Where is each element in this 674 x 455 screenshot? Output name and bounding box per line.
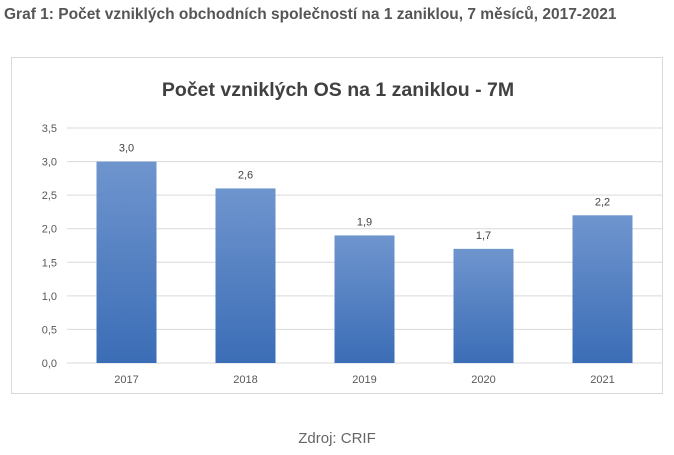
y-tick-label: 2,5 <box>42 190 57 202</box>
x-category-label: 2017 <box>114 374 138 386</box>
bar-2017 <box>96 161 157 363</box>
data-labels: 3,0 2,6 1,9 1,7 2,2 <box>119 143 610 242</box>
data-label-2018: 2,6 <box>238 169 253 181</box>
x-axis-category-labels: 2017 2018 2019 2020 2021 <box>114 374 614 386</box>
data-label-2020: 1,7 <box>476 230 491 242</box>
x-category-label: 2019 <box>352 374 376 386</box>
source-note: Zdroj: CRIF <box>298 430 376 447</box>
data-label-2021: 2,2 <box>595 196 610 208</box>
chart-container: Počet vzniklých OS na 1 zaniklou - 7M 0,… <box>11 57 663 394</box>
y-tick-label: 0,0 <box>42 358 57 370</box>
bar-2020 <box>453 248 514 363</box>
x-category-label: 2021 <box>590 374 614 386</box>
bar-chart: Počet vzniklých OS na 1 zaniklou - 7M 0,… <box>42 79 662 386</box>
chart-title: Počet vzniklých OS na 1 zaniklou - 7M <box>162 79 514 101</box>
bar-2018 <box>215 188 276 363</box>
y-tick-label: 3,5 <box>42 123 57 135</box>
y-tick-label: 0,5 <box>42 324 57 336</box>
y-tick-label: 1,0 <box>42 291 57 303</box>
data-label-2017: 3,0 <box>119 143 134 155</box>
bars <box>96 161 633 363</box>
x-category-label: 2018 <box>233 374 257 386</box>
y-tick-label: 2,0 <box>42 224 57 236</box>
page-heading: Graf 1: Počet vzniklých obchodních spole… <box>4 6 617 23</box>
y-axis-tick-labels: 0,0 0,5 1,0 1,5 2,0 2,5 3,0 3,5 <box>42 123 57 370</box>
x-category-label: 2020 <box>471 374 495 386</box>
bar-2021 <box>572 215 633 363</box>
bar-2019 <box>334 235 395 363</box>
data-label-2019: 1,9 <box>357 216 372 228</box>
y-tick-label: 3,0 <box>42 157 57 169</box>
y-tick-label: 1,5 <box>42 257 57 269</box>
